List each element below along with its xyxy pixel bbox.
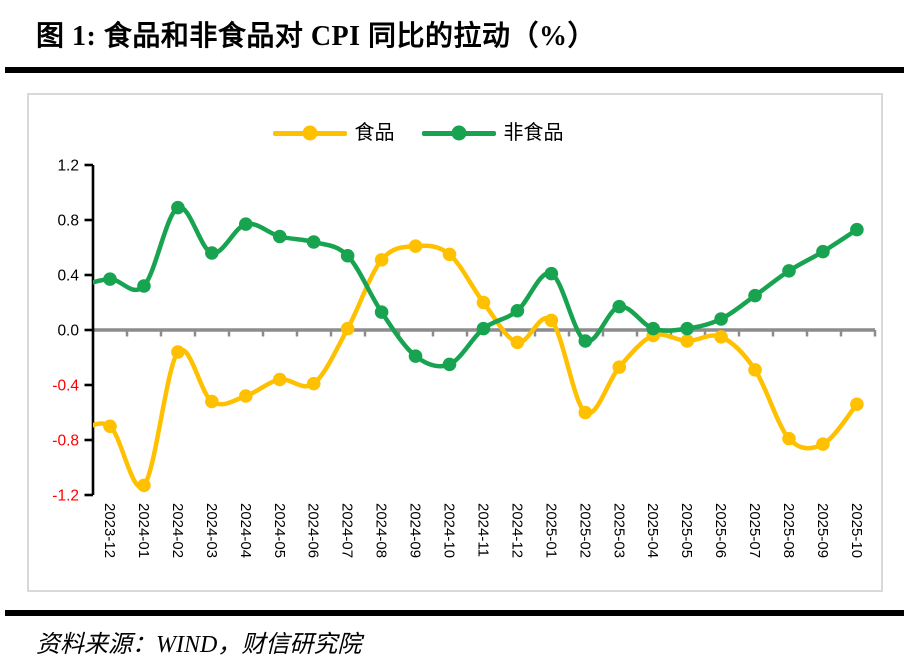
series-food-marker xyxy=(476,295,491,310)
x-axis-label: 2025-06 xyxy=(712,503,729,558)
series-food-marker xyxy=(306,376,321,391)
x-axis-label: 2024-09 xyxy=(407,503,424,558)
bottom-divider xyxy=(5,610,904,616)
x-axis-label: 2024-06 xyxy=(305,503,322,558)
series-nonfood-marker xyxy=(205,246,219,260)
series-nonfood-marker xyxy=(646,321,660,336)
series-food-marker xyxy=(442,247,457,262)
y-axis-label: -0.8 xyxy=(52,433,79,450)
legend-label: 食品 xyxy=(354,122,395,144)
series-nonfood-marker xyxy=(748,288,762,303)
series-food-marker xyxy=(612,360,627,374)
legend-line-sample xyxy=(272,125,347,141)
legend-line-sample xyxy=(421,125,496,141)
series-food-marker xyxy=(680,334,694,348)
legend-marker-icon xyxy=(451,125,466,141)
x-axis-label: 2024-11 xyxy=(474,503,491,557)
series-food-marker xyxy=(272,372,287,387)
series-food-marker xyxy=(578,405,593,420)
series-food-marker xyxy=(816,437,830,451)
x-axis-label: 2024-01 xyxy=(135,503,152,558)
figure-title: 图 1: 食品和非食品对 CPI 同比的拉动（%） xyxy=(36,21,597,52)
plot-svg: 1.2 0.8 0.4 0.0 -0.4 -0.8 -1.2 2023-12 2024-01 20… xyxy=(52,158,877,558)
series-food-line xyxy=(93,243,860,490)
series-food-marker xyxy=(103,419,117,434)
series-nonfood-marker xyxy=(137,279,151,293)
y-axis-label: 0.4 xyxy=(57,268,79,285)
series-food-marker xyxy=(137,478,151,493)
x-axis-label: 2024-07 xyxy=(339,503,356,558)
series-nonfood-marker xyxy=(239,217,253,231)
series-nonfood-marker xyxy=(272,229,287,244)
x-axis-label: 2025-02 xyxy=(576,503,593,558)
series-food-marker xyxy=(239,389,253,403)
top-divider xyxy=(5,67,904,73)
y-axis-label: 0.8 xyxy=(57,213,79,230)
series-nonfood-marker xyxy=(306,235,321,249)
series-food-marker xyxy=(205,394,219,409)
chart-legend: 食品 非食品 xyxy=(0,123,844,143)
x-axis-label: 2025-08 xyxy=(780,503,797,558)
series-food-marker xyxy=(748,363,762,377)
x-axis-label: 2025-04 xyxy=(644,503,661,558)
legend-item-food: 食品 xyxy=(272,122,395,144)
y-axis-label: -1.2 xyxy=(52,488,79,505)
y-axis-label: 0.0 xyxy=(57,323,79,340)
series-nonfood-marker xyxy=(578,334,593,348)
series-food-marker xyxy=(714,330,728,344)
series-food-marker xyxy=(171,345,185,359)
y-axis-label: -0.4 xyxy=(52,378,79,395)
x-axis-label: 2025-09 xyxy=(814,503,831,558)
series-nonfood-marker xyxy=(782,264,796,278)
series-food-marker xyxy=(850,397,864,412)
series-food-marker xyxy=(544,313,559,328)
x-axis-label: 2024-02 xyxy=(169,503,186,558)
series-nonfood-marker xyxy=(510,303,525,318)
x-axis-label: 2025-10 xyxy=(848,503,865,558)
x-axis-label: 2024-12 xyxy=(508,503,525,558)
series-nonfood-marker xyxy=(714,312,728,326)
x-axis-label: 2024-03 xyxy=(203,503,220,558)
series-food-marker xyxy=(408,239,423,253)
legend-item-nonfood: 非食品 xyxy=(421,122,564,144)
x-axis-label: 2025-05 xyxy=(678,503,695,558)
series-nonfood-marker xyxy=(340,248,355,263)
series-nonfood-marker xyxy=(103,272,117,286)
source-note: 资料来源：WIND，财信研究院 xyxy=(36,632,362,658)
series-food-marker xyxy=(340,321,355,336)
x-axis-label: 2024-08 xyxy=(373,503,390,558)
legend-marker-icon xyxy=(302,125,317,141)
series-nonfood-marker xyxy=(850,222,864,237)
x-axis-label: 2025-07 xyxy=(746,503,763,558)
y-axis-label: 1.2 xyxy=(57,158,79,175)
x-axis-label: 2024-05 xyxy=(271,503,288,558)
series-nonfood-marker xyxy=(442,357,457,372)
series-nonfood-marker xyxy=(408,349,423,363)
series-nonfood-marker xyxy=(544,266,559,281)
series-nonfood-marker xyxy=(374,305,389,319)
series-nonfood-marker xyxy=(612,299,627,314)
series-nonfood-marker xyxy=(171,200,185,215)
series-nonfood-marker xyxy=(680,321,694,336)
x-axis-label: 2024-04 xyxy=(237,503,254,558)
series-nonfood-marker xyxy=(816,244,830,259)
series-food-marker xyxy=(782,431,796,446)
x-axis-label: 2025-03 xyxy=(610,503,627,558)
series-nonfood-marker xyxy=(476,321,491,336)
x-axis-label: 2025-01 xyxy=(542,503,559,558)
legend-label: 非食品 xyxy=(503,122,564,144)
chart-panel: 1.2 0.8 0.4 0.0 -0.4 -0.8 -1.2 2023-12 2024-01 20… xyxy=(27,93,883,592)
x-axis-label: 2024-10 xyxy=(441,503,458,558)
series-food-marker xyxy=(510,335,525,350)
x-axis-label: 2023-12 xyxy=(101,503,118,558)
series-nonfood-line xyxy=(93,205,860,369)
series-food-marker xyxy=(374,253,389,267)
